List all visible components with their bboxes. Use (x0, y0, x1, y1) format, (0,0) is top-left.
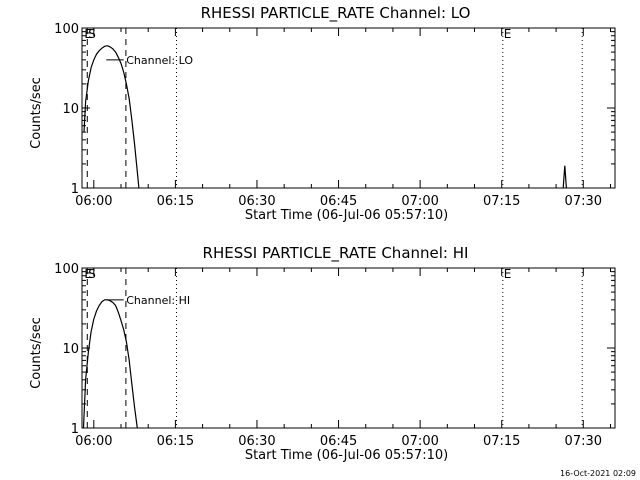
lo-x-tick-label: 06:00 (75, 194, 112, 209)
hi-y-tick-label: 1 (71, 422, 79, 437)
hi-y-axis-label: Counts/sec (29, 317, 44, 389)
hi-y-tick-label: 10 (62, 342, 79, 357)
hi-y-tick-label: 100 (54, 262, 79, 277)
hi-x-tick-label: 06:00 (75, 434, 112, 449)
lo-x-axis-label: Start Time (06-Jul-06 05:57:10) (245, 208, 448, 223)
hi-marker-label: E (504, 267, 512, 281)
lo-y-axis-label: Counts/sec (29, 77, 44, 149)
lo-series-line-1 (562, 165, 567, 189)
lo-marker-label: E (504, 27, 512, 41)
lo-legend-label: Channel: LO (126, 54, 193, 67)
hi-x-tick-label: 07:15 (483, 434, 520, 449)
lo-channel-panel: RHESSI PARTICLE_RATE Channel: LO 1 10 100 06… (29, 4, 616, 223)
hi-x-tick-label: 07:00 (401, 434, 438, 449)
lo-x-tick-label: 06:15 (157, 194, 194, 209)
lo-x-tick-label: 07:30 (565, 194, 602, 209)
lo-marker-label: E (84, 27, 92, 41)
hi-x-tick-label: 06:15 (157, 434, 194, 449)
hi-x-tick-label: 06:45 (320, 434, 357, 449)
lo-x-tick-label: 07:15 (483, 194, 520, 209)
hi-legend-label: Channel: HI (126, 294, 190, 307)
hi-plot-frame (81, 267, 616, 429)
hi-marker-label: E (84, 267, 92, 281)
hi-channel-panel: RHESSI PARTICLE_RATE Channel: HI 1 10 100 06… (29, 244, 616, 463)
hi-chart-title: RHESSI PARTICLE_RATE Channel: HI (203, 244, 469, 263)
lo-y-tick-label: 1 (71, 182, 79, 197)
lo-series-line-0 (83, 45, 140, 189)
hi-marker-label: S (88, 267, 96, 281)
lo-x-tick-label: 06:30 (238, 194, 275, 209)
lo-x-tick-label: 06:45 (320, 194, 357, 209)
hi-series-line-0 (82, 299, 138, 429)
hi-x-tick-label: 06:30 (238, 434, 275, 449)
lo-x-tick-label: 07:00 (401, 194, 438, 209)
timestamp-footer: 16-Oct-2021 02:09 (560, 469, 636, 478)
hi-x-axis-label: Start Time (06-Jul-06 05:57:10) (245, 448, 448, 463)
lo-y-tick-label: 100 (54, 22, 79, 37)
hi-x-tick-label: 07:30 (565, 434, 602, 449)
lo-chart-title: RHESSI PARTICLE_RATE Channel: LO (201, 4, 471, 23)
lo-y-tick-label: 10 (62, 102, 79, 117)
lo-plot-frame (81, 27, 616, 189)
lo-marker-label: S (88, 27, 96, 41)
